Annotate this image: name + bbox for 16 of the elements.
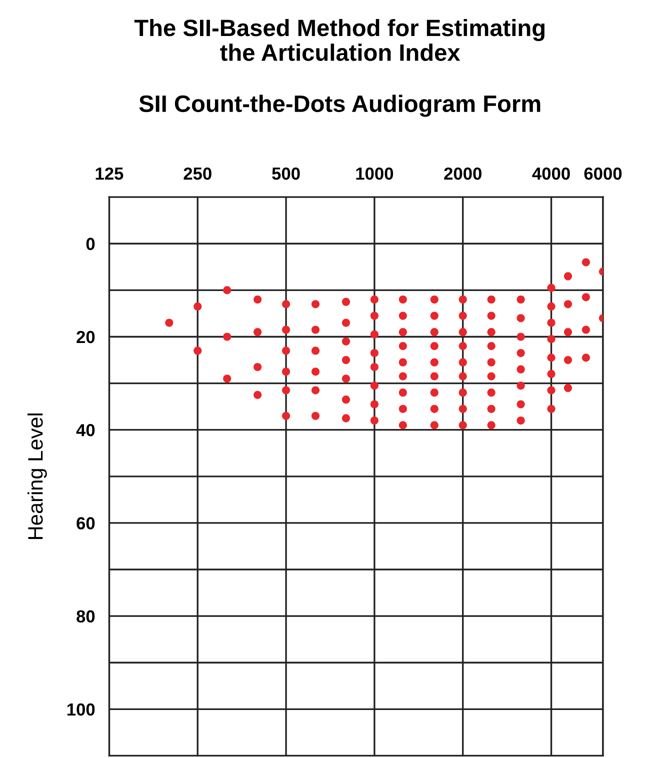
x-tick-label: 2000 bbox=[444, 167, 482, 180]
y-axis-title: Hearing Level bbox=[28, 414, 47, 539]
y-tick-label: 20 bbox=[76, 330, 95, 344]
y-tick-label: 80 bbox=[76, 610, 95, 623]
x-tick-label: 1000 bbox=[356, 167, 394, 180]
y-tick-label: 40 bbox=[76, 424, 95, 436]
y-tick-label: 60 bbox=[76, 517, 95, 530]
chart-subtitle: SII Count-the-Dots Audiogram Form bbox=[139, 94, 540, 117]
x-tick-label: 250 bbox=[184, 167, 212, 180]
chart-title: The SII-Based Method for Estimating the Articulation Index bbox=[134, 18, 544, 61]
x-tick-label: 125 bbox=[96, 167, 124, 180]
x-tick-label: 4000 bbox=[532, 167, 570, 180]
y-tick-label: 100 bbox=[67, 703, 95, 716]
y-tick-label: 0 bbox=[86, 238, 95, 250]
x-tick-label: 6000 bbox=[584, 167, 622, 180]
x-tick-label: 500 bbox=[272, 167, 300, 180]
